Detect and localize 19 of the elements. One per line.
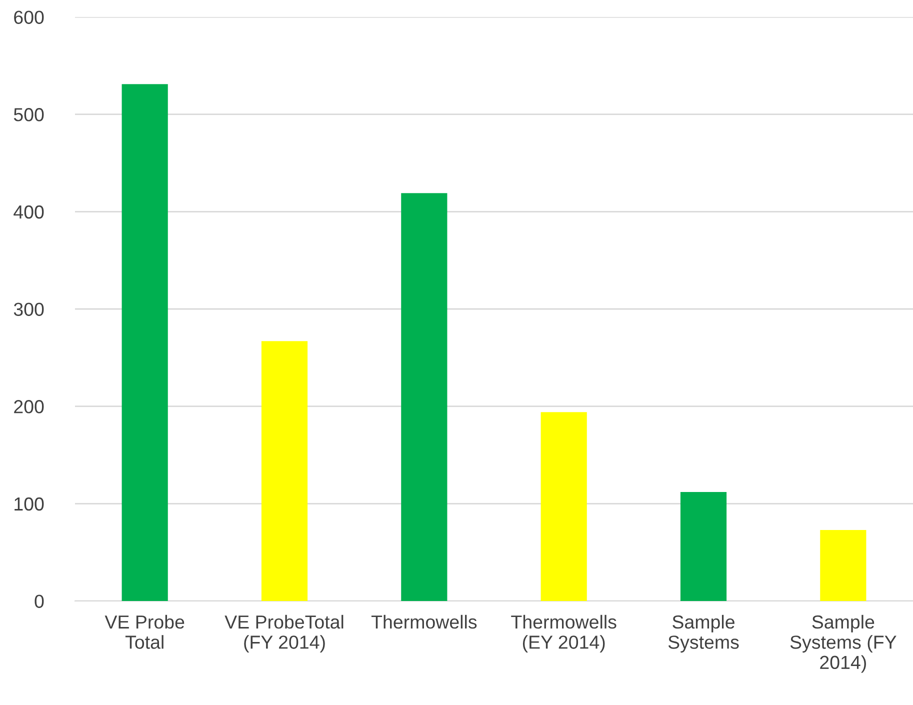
y-tick-label: 300 (14, 302, 44, 316)
x-tick-label: Thermowells (371, 614, 477, 629)
bar (540, 412, 587, 601)
bar (261, 341, 308, 601)
x-tick-label: Thermowells (EY 2014) (511, 614, 616, 653)
bar (680, 492, 727, 601)
bar (401, 193, 448, 601)
x-tick-label: Sample Systems (FY 2014) (790, 614, 896, 673)
y-tick-label: 400 (14, 205, 44, 219)
x-tick-label: Sample Systems (668, 614, 739, 653)
bar (820, 530, 866, 601)
y-tick-label: 600 (14, 10, 44, 24)
x-tick-label: VE ProbeTotal (FY 2014) (224, 614, 344, 653)
bar (122, 84, 168, 601)
y-tick-label: 0 (34, 594, 44, 608)
x-tick-label: VE Probe Total (104, 614, 184, 649)
y-tick-label: 200 (14, 400, 44, 414)
y-tick-label: 500 (14, 108, 44, 122)
y-tick-label: 100 (14, 497, 44, 511)
